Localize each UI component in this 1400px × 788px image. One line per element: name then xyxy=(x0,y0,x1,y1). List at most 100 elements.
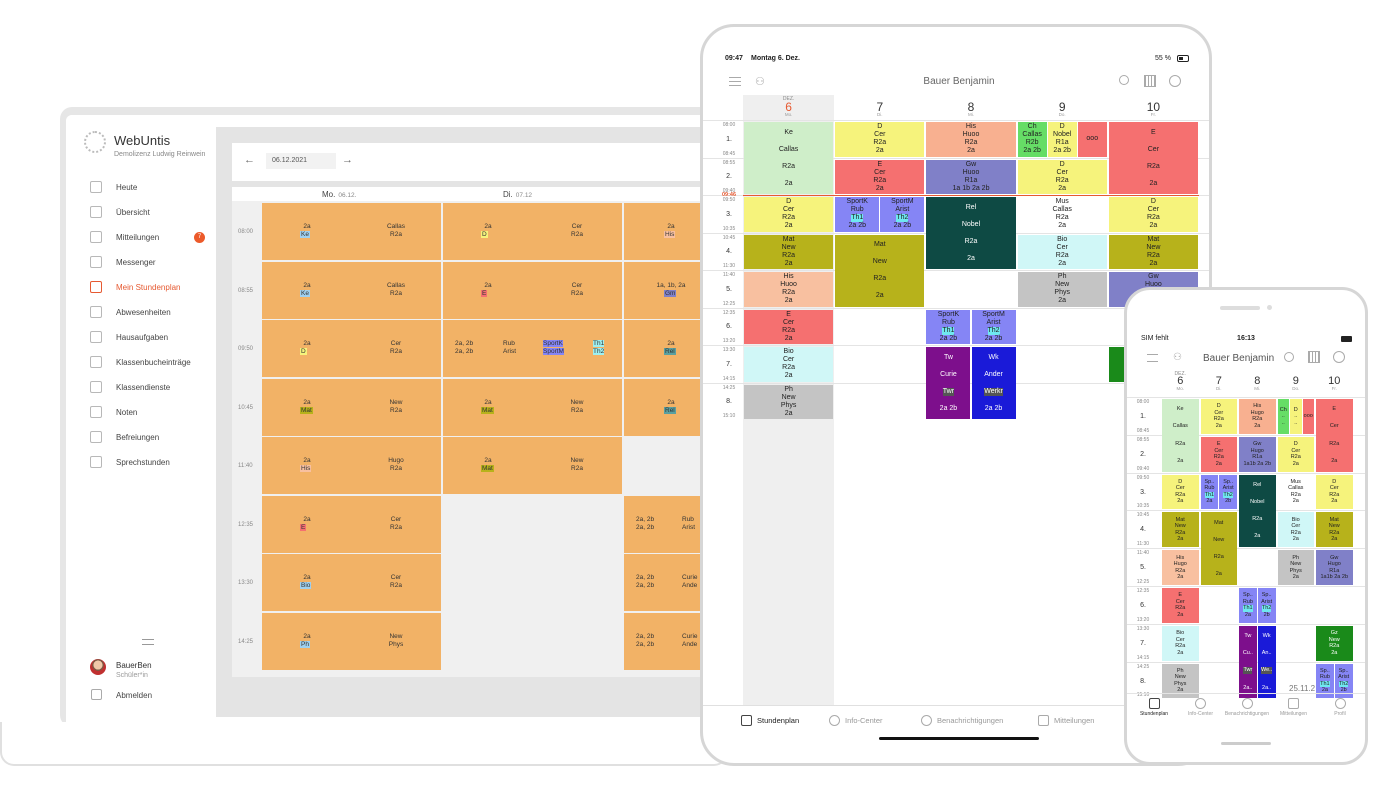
tab-mitteilungen[interactable]: Mitteilungen xyxy=(1271,698,1317,717)
lesson-block[interactable]: Mat New R2a 2a xyxy=(1200,512,1237,585)
day-number[interactable]: 8 xyxy=(967,100,975,114)
lesson-block[interactable]: ooo xyxy=(1077,122,1107,157)
lesson-block[interactable]: Ch.... xyxy=(1277,399,1289,434)
lesson-block[interactable]: Bio Cer R2a 2a xyxy=(1162,625,1199,661)
day-number[interactable]: 10 xyxy=(1328,375,1341,387)
lesson-block[interactable]: Tw Curie Twr 2a 2b xyxy=(926,347,971,419)
lesson-block[interactable]: Wk An.. We.. 2a.. xyxy=(1257,625,1276,699)
lesson-cell[interactable]: 2a Ke Callas R2a xyxy=(262,261,441,319)
lesson-block[interactable]: Wk Ander Werkr 2a 2b xyxy=(971,347,1016,419)
lesson-block[interactable]: D Cer R2a 2a xyxy=(1108,197,1198,232)
day-number[interactable]: 10 xyxy=(1146,100,1161,114)
tab-stundenplan[interactable]: Stundenplan xyxy=(741,715,799,726)
sidebar-item-abwesenheiten[interactable]: Abwesenheiten xyxy=(90,304,171,320)
lesson-block[interactable]: Mat New R2a 2a xyxy=(1162,512,1199,548)
lesson-block[interactable]: D Cer R2a 2a xyxy=(1017,159,1107,194)
lesson-block[interactable]: Rel Nobel R2a 2a xyxy=(1239,474,1276,548)
lesson-block[interactable]: D Cer R2a 2a xyxy=(1200,399,1237,434)
lesson-block[interactable]: Sp.. Arist Th2 2b xyxy=(1219,474,1237,510)
lesson-block[interactable]: E Cer R2a 2a xyxy=(1162,588,1199,623)
lesson-block[interactable]: Sp.. Rub Th1 2a xyxy=(1239,588,1257,623)
collapse-icon[interactable] xyxy=(142,639,154,645)
chat-icon[interactable] xyxy=(1169,75,1181,87)
lesson-cell[interactable]: 2a E Cer R2a xyxy=(443,261,622,319)
lesson-block[interactable]: D Cer R2a 2a xyxy=(1277,436,1314,472)
week-view-icon[interactable] xyxy=(1144,75,1156,87)
sidebar-item-hausaufgaben[interactable]: Hausaufgaben xyxy=(90,329,168,345)
lesson-block[interactable]: Sp.. Arist Th2 2b xyxy=(1257,588,1276,623)
lesson-block[interactable]: Gz New R2a 2a xyxy=(1316,625,1353,661)
tab-stundenplan[interactable]: Stundenplan xyxy=(1131,698,1177,717)
tab-benachrichtigungen[interactable]: Benachrichtigungen xyxy=(1224,698,1270,717)
lesson-block[interactable]: Tw Cu.. Twr 2a.. xyxy=(1239,625,1257,699)
lesson-block[interactable]: Bio Cer R2a 2a xyxy=(1017,234,1107,269)
lesson-block[interactable]: E Cer R2a 2a xyxy=(835,159,925,194)
lesson-cell[interactable]: 2a Ph New Phys xyxy=(262,612,441,670)
user-name[interactable]: BauerBen xyxy=(116,661,152,670)
lesson-block[interactable]: D Cer R2a 2a xyxy=(744,197,834,232)
menu-icon[interactable] xyxy=(1147,354,1158,362)
lesson-block[interactable]: Ke Callas R2a 2a xyxy=(1162,399,1199,472)
lesson-block[interactable]: Mus Callas R2a 2a xyxy=(1277,474,1314,510)
lesson-cell[interactable]: 2a Bio Cer R2a xyxy=(262,554,441,611)
lesson-block[interactable]: His Huoo R2a 2a xyxy=(926,122,1016,157)
search-icon[interactable] xyxy=(1119,75,1129,85)
lesson-block[interactable]: Mat New R2a 2a xyxy=(1316,512,1353,548)
lesson-block[interactable]: D Nobel R1a 2a 2b xyxy=(1047,122,1077,157)
day-number[interactable]: 6 xyxy=(1177,375,1184,387)
lesson-cell[interactable]: 2a E Cer R2a xyxy=(262,495,441,553)
lesson-block[interactable]: ooo xyxy=(1302,399,1314,434)
lesson-block[interactable]: SportM Arist Th2 2a 2b xyxy=(971,309,1016,344)
lesson-block[interactable]: Ph New Phys 2a xyxy=(1277,550,1314,585)
lesson-block[interactable]: E Cer R2a 2a xyxy=(1108,122,1198,194)
lesson-cell[interactable]: 2a Ke Callas R2a xyxy=(262,203,441,260)
week-view-icon[interactable] xyxy=(1308,351,1320,363)
lesson-block[interactable]: SportM Arist Th2 2a 2b xyxy=(880,197,925,232)
chat-icon[interactable] xyxy=(1333,351,1345,363)
date-field[interactable]: 06.12.2021 xyxy=(266,153,336,169)
day-number[interactable]: 7 xyxy=(1215,375,1222,387)
lesson-block[interactable]: His Huoo R2a 2a xyxy=(744,272,834,307)
tab-profil[interactable]: Profil xyxy=(1317,698,1363,717)
tab-mitteilungen[interactable]: Mitteilungen xyxy=(1038,715,1094,726)
lesson-block[interactable]: E Cer R2a 2a xyxy=(1200,436,1237,472)
lesson-cell[interactable]: 2a His Hugo R2a xyxy=(262,437,441,494)
menu-icon[interactable] xyxy=(729,77,741,86)
logout-link[interactable]: Abmelden xyxy=(116,691,153,700)
lesson-block[interactable]: D Cer R2a 2a xyxy=(1316,474,1353,510)
lesson-cell[interactable]: 2a, 2b 2a, 2b Rub Arist SportK SportM Th1 Th2 xyxy=(443,320,622,377)
tab-benachrichtigungen[interactable]: Benachrichtigungen xyxy=(921,715,1003,726)
prev-week-button[interactable]: ← xyxy=(244,154,255,166)
lesson-block[interactable]: SportK Rub Th1 2a 2b xyxy=(835,197,880,232)
lesson-block[interactable]: Mus Callas R2a 2a xyxy=(1017,197,1107,232)
lesson-cell[interactable]: 2a D Cer R2a xyxy=(443,203,622,260)
day-number[interactable]: 7 xyxy=(876,100,884,114)
lesson-block[interactable]: Gw Hugo R1a 1a1b 2a 2b xyxy=(1316,550,1353,585)
lesson-block[interactable]: Sp.. Rub Th1 2a xyxy=(1316,663,1334,699)
lesson-block[interactable]: Sp.. Rub Th1 2a xyxy=(1200,474,1219,510)
people-icon[interactable]: ⚇ xyxy=(755,76,765,88)
sidebar-item-heute[interactable]: Heute xyxy=(90,179,137,195)
sidebar-item-mitteilungen[interactable]: Mitteilungen 7 xyxy=(90,229,205,245)
lesson-block[interactable]: D Cer R2a 2a xyxy=(1162,474,1199,510)
tab-info-center[interactable]: Info-Center xyxy=(1178,698,1224,717)
lesson-block[interactable]: Gw Hugo R1a 1a1b 2a 2b xyxy=(1239,436,1276,472)
lesson-cell[interactable]: 2a D Cer R2a xyxy=(262,320,441,377)
lesson-block[interactable]: Ph New Phys 2a xyxy=(1162,663,1199,699)
lesson-block[interactable]: Sp.. Arist Th2 2b xyxy=(1334,663,1353,699)
lesson-block[interactable]: Ph New Phys 2a xyxy=(744,384,834,419)
lesson-cell[interactable]: 2a Mat New R2a xyxy=(443,437,622,494)
lesson-block[interactable]: Bio Cer R2a 2a xyxy=(1277,512,1314,548)
sidebar-item-messenger[interactable]: Messenger xyxy=(90,254,156,270)
lesson-block[interactable]: Mat New R2a 2a xyxy=(835,234,925,307)
sidebar-item-noten[interactable]: Noten xyxy=(90,404,137,420)
next-week-button[interactable]: → xyxy=(342,154,353,166)
tab-info-center[interactable]: Info-Center xyxy=(829,715,883,726)
lesson-block[interactable]: SportK Rub Th1 2a 2b xyxy=(926,309,971,344)
day-number[interactable]: 8 xyxy=(1254,375,1261,387)
sidebar-item-klassenbucheinträge[interactable]: Klassenbucheinträge xyxy=(90,354,191,370)
lesson-block[interactable]: His Hugo R2a 2a xyxy=(1239,399,1276,434)
lesson-block[interactable]: Ch Callas R2b 2a 2b xyxy=(1017,122,1047,157)
lesson-block[interactable]: Mat New R2a 2a xyxy=(1108,234,1198,269)
